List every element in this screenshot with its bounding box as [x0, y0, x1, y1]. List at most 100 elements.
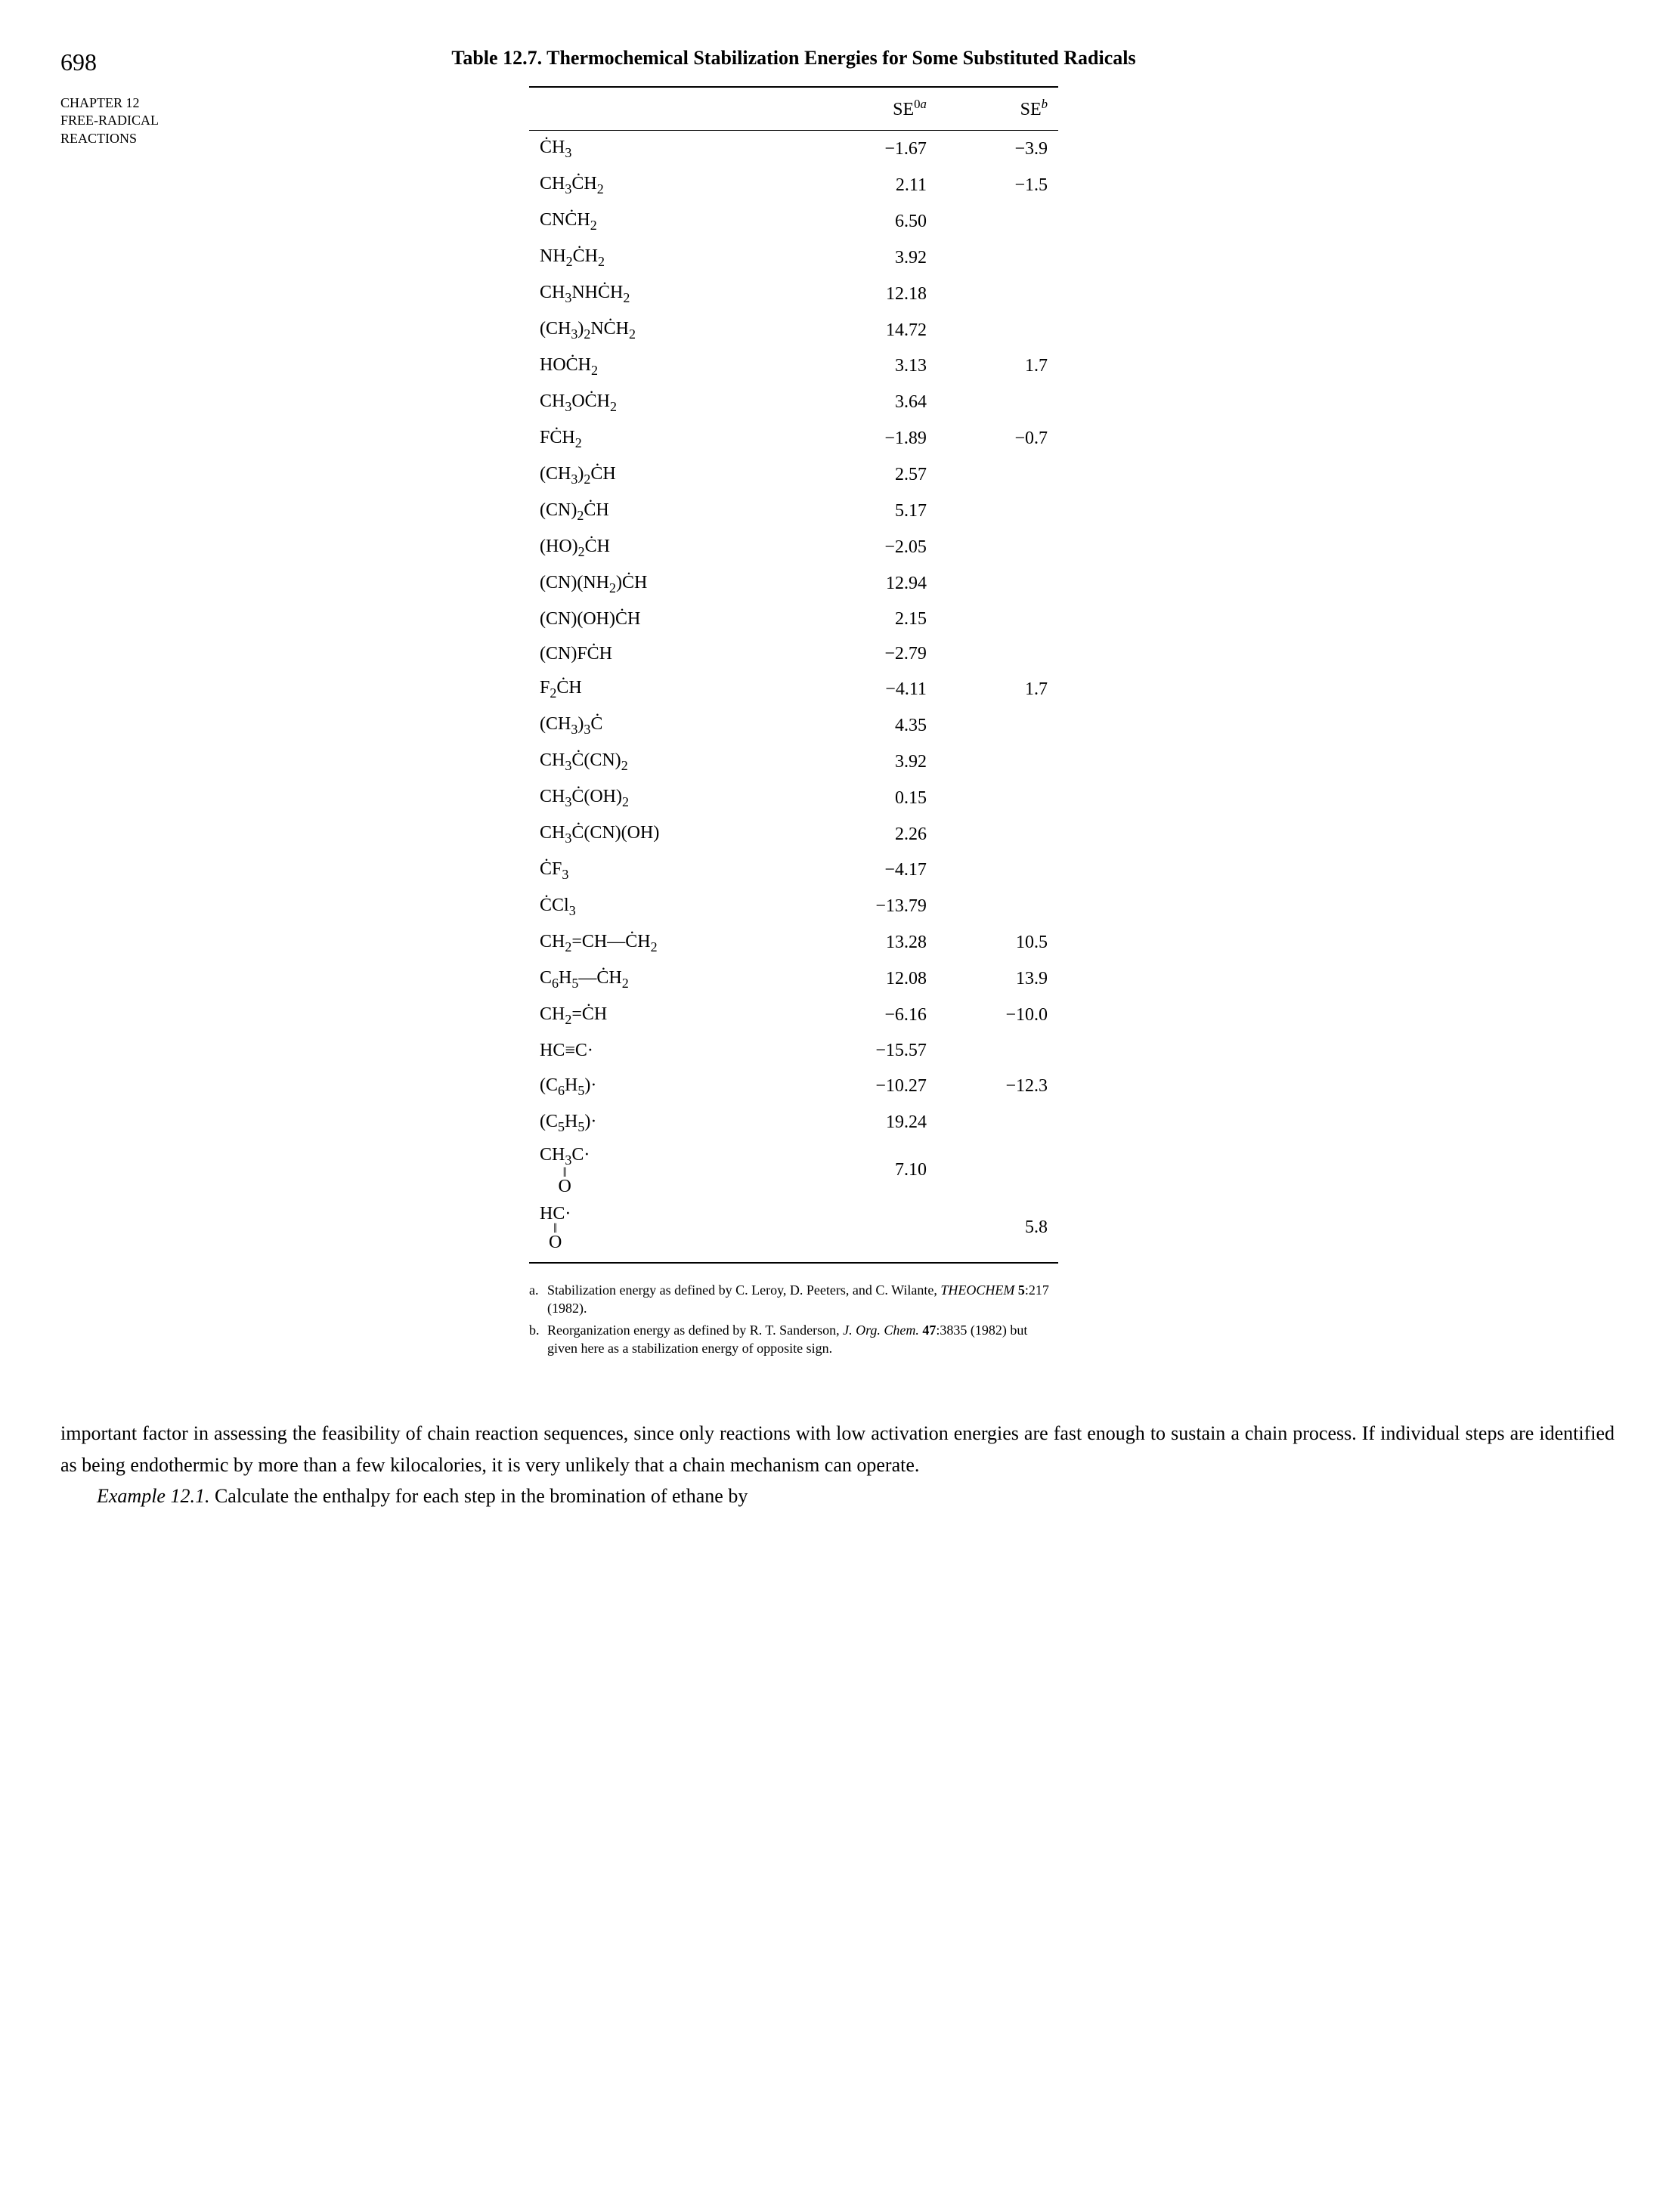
table-row: CH3NHĊH212.18 — [529, 276, 1058, 312]
table-footnotes: a. Stabilization energy as defined by C.… — [529, 1282, 1058, 1357]
cell-formula: FĊH2 — [529, 421, 799, 457]
cell-formula: CH2=ĊH — [529, 998, 799, 1034]
cell-seb — [937, 780, 1058, 816]
cell-seb — [937, 385, 1058, 421]
chapter-label-line1: CHAPTER 12 — [60, 95, 140, 110]
cell-formula: (CH3)2NĊH2 — [529, 312, 799, 348]
cell-se0a: 2.15 — [799, 602, 937, 637]
table-row: CH3Ċ(CN)(OH)2.26 — [529, 816, 1058, 852]
cell-seb: 5.8 — [937, 1200, 1058, 1263]
cell-formula: NH2ĊH2 — [529, 240, 799, 276]
cell-se0a: 0.15 — [799, 780, 937, 816]
table-row: (C5H5)·19.24 — [529, 1105, 1058, 1141]
cell-seb: −3.9 — [937, 131, 1058, 167]
cell-se0a: 14.72 — [799, 312, 937, 348]
cell-seb — [937, 203, 1058, 240]
cell-seb — [937, 602, 1058, 637]
cell-seb — [937, 637, 1058, 672]
cell-formula: CH3C·‖O — [529, 1141, 799, 1200]
footnote-b: b. Reorganization energy as defined by R… — [529, 1322, 1058, 1357]
cell-formula: CH3Ċ(OH)2 — [529, 780, 799, 816]
table-header-formula — [529, 87, 799, 131]
table-row: HOĊH23.131.7 — [529, 348, 1058, 385]
cell-se0a: −2.79 — [799, 637, 937, 672]
cell-se0a: 6.50 — [799, 203, 937, 240]
cell-formula: CH3Ċ(CN)(OH) — [529, 816, 799, 852]
cell-seb — [937, 240, 1058, 276]
table-header-seb: SEb — [937, 87, 1058, 131]
cell-formula: ĊH3 — [529, 131, 799, 167]
cell-seb — [937, 852, 1058, 889]
table-title: Table 12.7. Thermochemical Stabilization… — [378, 45, 1209, 71]
chapter-label: CHAPTER 12 FREE-RADICAL REACTIONS — [60, 94, 272, 147]
cell-seb — [937, 816, 1058, 852]
cell-se0a: 13.28 — [799, 925, 937, 961]
cell-seb — [937, 457, 1058, 493]
cell-seb: 10.5 — [937, 925, 1058, 961]
cell-se0a: 4.35 — [799, 707, 937, 744]
cell-seb: 1.7 — [937, 348, 1058, 385]
cell-seb — [937, 276, 1058, 312]
table-row: HC·‖O 5.8 — [529, 1200, 1058, 1263]
table-header-se0a: SE0a — [799, 87, 937, 131]
cell-seb: −0.7 — [937, 421, 1058, 457]
cell-formula: (CN)(NH2)ĊH — [529, 566, 799, 602]
cell-seb — [937, 530, 1058, 566]
cell-formula: (CN)FĊH — [529, 637, 799, 672]
cell-formula: CH3Ċ(CN)2 — [529, 744, 799, 780]
cell-formula: CNĊH2 — [529, 203, 799, 240]
table-row: (CH3)3Ċ4.35 — [529, 707, 1058, 744]
cell-formula: (CH3)2ĊH — [529, 457, 799, 493]
cell-se0a: −6.16 — [799, 998, 937, 1034]
cell-se0a: 19.24 — [799, 1105, 937, 1141]
cell-seb — [937, 1105, 1058, 1141]
chapter-label-line3: REACTIONS — [60, 131, 137, 146]
cell-se0a: 2.57 — [799, 457, 937, 493]
stabilization-energy-table: SE0a SEb ĊH3−1.67−3.9CH3ĊH22.11−1.5CNĊH2… — [529, 86, 1058, 1264]
cell-se0a: 12.18 — [799, 276, 937, 312]
cell-formula: (HO)2ĊH — [529, 530, 799, 566]
table-row: (CN)(OH)ĊH2.15 — [529, 602, 1058, 637]
cell-se0a: 12.08 — [799, 961, 937, 998]
body-paragraph-2: Example 12.1. Calculate the enthalpy for… — [60, 1480, 1615, 1512]
table-row: (C6H5)·−10.27−12.3 — [529, 1069, 1058, 1105]
cell-seb: 13.9 — [937, 961, 1058, 998]
footnote-letter-a: a. — [529, 1282, 547, 1317]
table-row: ĊCl3−13.79 — [529, 889, 1058, 925]
cell-seb — [937, 1141, 1058, 1200]
cell-formula: (C5H5)· — [529, 1105, 799, 1141]
cell-seb: −1.5 — [937, 167, 1058, 203]
table-row: CH3C·‖O7.10 — [529, 1141, 1058, 1200]
table-row: (HO)2ĊH−2.05 — [529, 530, 1058, 566]
cell-se0a: −4.17 — [799, 852, 937, 889]
cell-se0a: −2.05 — [799, 530, 937, 566]
cell-formula: (CN)2ĊH — [529, 493, 799, 530]
cell-seb: 1.7 — [937, 671, 1058, 707]
cell-formula: CH3ĊH2 — [529, 167, 799, 203]
table-row: (CN)(NH2)ĊH12.94 — [529, 566, 1058, 602]
table-row: CNĊH26.50 — [529, 203, 1058, 240]
table-row: (CH3)2ĊH2.57 — [529, 457, 1058, 493]
cell-se0a — [799, 1200, 937, 1263]
footnote-b-text: Reorganization energy as defined by R. T… — [547, 1322, 1058, 1357]
table-row: FĊH2−1.89−0.7 — [529, 421, 1058, 457]
table-row: (CN)FĊH−2.79 — [529, 637, 1058, 672]
cell-formula: (C6H5)· — [529, 1069, 799, 1105]
cell-se0a: 5.17 — [799, 493, 937, 530]
cell-formula: CH3OĊH2 — [529, 385, 799, 421]
cell-formula: (CH3)3Ċ — [529, 707, 799, 744]
body-text-block: important factor in assessing the feasib… — [60, 1418, 1615, 1512]
cell-formula: HC·‖O — [529, 1200, 799, 1263]
table-block: Table 12.7. Thermochemical Stabilization… — [378, 45, 1209, 1357]
chapter-label-line2: FREE-RADICAL — [60, 113, 159, 128]
table-header-row: SE0a SEb — [529, 87, 1058, 131]
cell-se0a: 3.92 — [799, 744, 937, 780]
table-row: F2ĊH−4.111.7 — [529, 671, 1058, 707]
page-container: 698 CHAPTER 12 FREE-RADICAL REACTIONS Ta… — [60, 45, 1615, 1512]
cell-seb — [937, 889, 1058, 925]
cell-formula: ĊF3 — [529, 852, 799, 889]
footnote-a-text: Stabilization energy as defined by C. Le… — [547, 1282, 1058, 1317]
footnote-a: a. Stabilization energy as defined by C.… — [529, 1282, 1058, 1317]
cell-se0a: −15.57 — [799, 1034, 937, 1069]
table-row: ĊF3−4.17 — [529, 852, 1058, 889]
